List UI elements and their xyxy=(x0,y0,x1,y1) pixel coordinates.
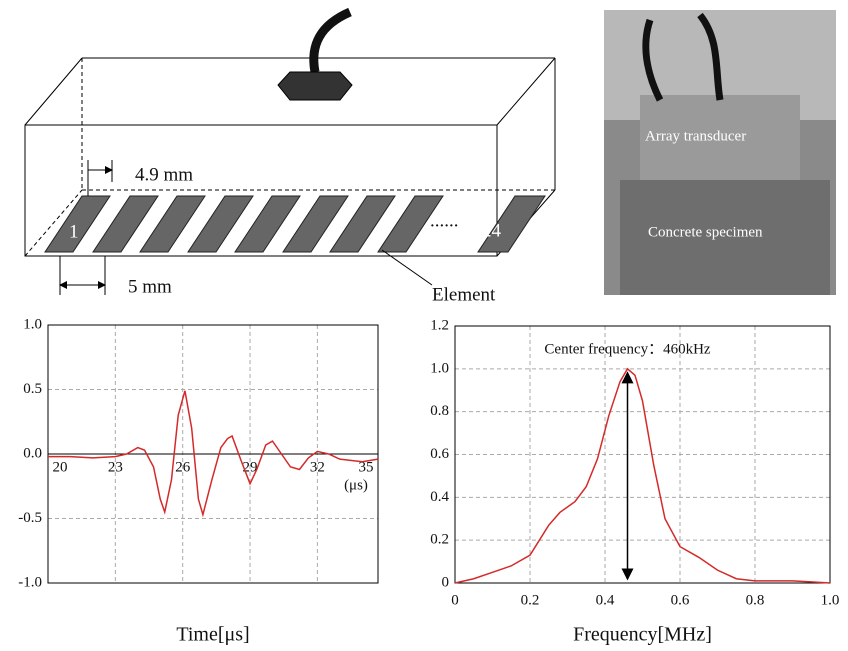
photo-label: Concrete specimen xyxy=(648,224,763,240)
y-tick-label: 1.0 xyxy=(430,360,449,376)
x-tick-label: 0.6 xyxy=(671,592,690,608)
data-line xyxy=(48,391,378,515)
x-axis-label: Time[μs] xyxy=(176,624,249,646)
y-tick-label: 0.6 xyxy=(430,446,449,462)
element-number: 1 xyxy=(69,221,79,242)
annotation: Center frequency：460kHz xyxy=(544,341,711,357)
x-tick-label: 0.8 xyxy=(746,592,765,608)
x-axis-label: Frequency[MHz] xyxy=(573,624,712,646)
x-tick-label: 20 xyxy=(53,459,68,475)
x-tick-label: 0.2 xyxy=(521,592,540,608)
x-tick-label: 0.4 xyxy=(596,592,615,608)
x-tick-label: 1.0 xyxy=(821,592,840,608)
ellipsis: ...... xyxy=(430,210,459,231)
x-tick-label: 23 xyxy=(108,459,123,475)
x-unit: (μs) xyxy=(344,477,368,493)
y-tick-label: 0.5 xyxy=(23,381,42,397)
x-tick-label: 26 xyxy=(175,459,191,475)
data-line xyxy=(455,369,830,583)
width-label: 5 mm xyxy=(128,276,172,297)
y-tick-label: -0.5 xyxy=(18,510,42,526)
pitch-label: 4.9 mm xyxy=(135,164,193,185)
figure: 4.9 mm 5 mm Element 1 24 ...... Array tr… xyxy=(0,0,848,651)
element-number: 24 xyxy=(482,220,502,241)
y-tick-label: 0.0 xyxy=(23,445,42,461)
photo xyxy=(604,10,836,295)
transducer-diagram xyxy=(25,12,555,295)
y-tick-label: -1.0 xyxy=(18,574,42,590)
x-tick-label: 32 xyxy=(310,459,325,475)
y-tick-label: 1.2 xyxy=(430,317,449,333)
photo-label: Array transducer xyxy=(645,128,746,144)
y-tick-label: 0.8 xyxy=(430,403,449,419)
element-label: Element xyxy=(432,284,496,305)
y-tick-label: 0.4 xyxy=(430,489,449,505)
x-tick-label: 0 xyxy=(451,592,459,608)
y-tick-label: 0.2 xyxy=(430,532,449,548)
y-tick-label: 0 xyxy=(442,574,450,590)
y-tick-label: 1.0 xyxy=(23,316,42,332)
